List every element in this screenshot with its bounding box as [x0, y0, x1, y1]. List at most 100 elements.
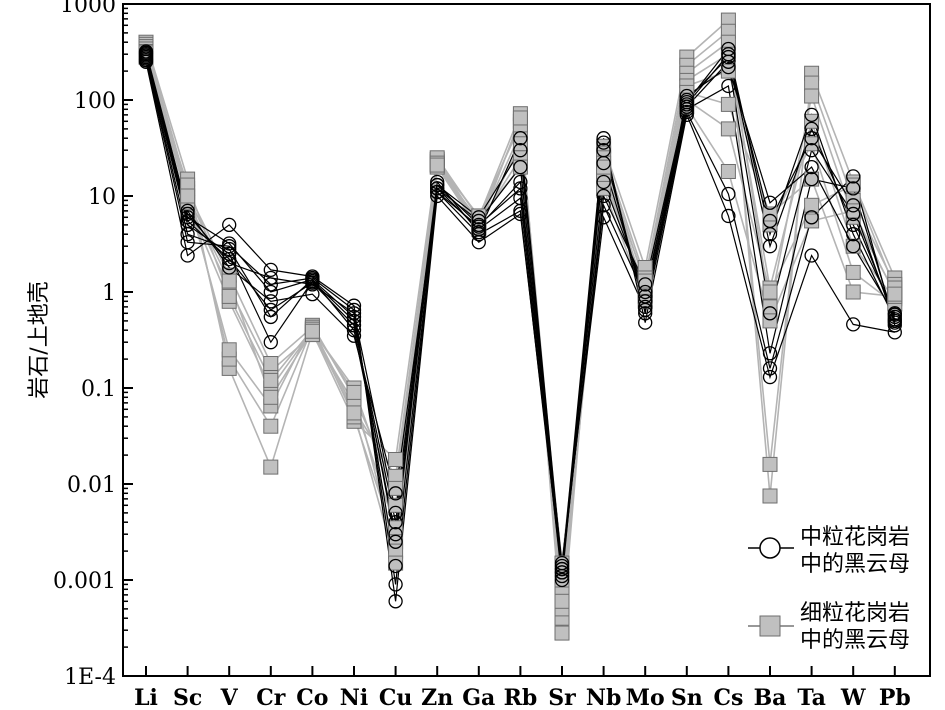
medium-point-ni — [346, 328, 362, 343]
medium-point-ni — [346, 313, 362, 329]
medium-point-w — [846, 181, 861, 196]
medium-point-cu — [388, 577, 403, 592]
medium-point-ba — [762, 195, 778, 210]
fine-point-ba — [762, 284, 778, 300]
medium-point-cu — [388, 505, 403, 521]
medium-point-cu — [388, 486, 403, 501]
medium-point-w — [846, 198, 861, 213]
medium-point-cr — [263, 335, 278, 350]
x-tick-label-w: W — [840, 685, 866, 710]
medium-point-rb — [513, 174, 528, 190]
fine-point-sr — [554, 625, 570, 641]
medium-point-cu — [388, 594, 403, 609]
fine-point-v — [221, 342, 237, 358]
medium-point-cu — [388, 558, 403, 574]
x-tick-label-cr: Cr — [256, 685, 286, 710]
medium-point-ta — [804, 131, 819, 146]
fine-point-cr — [263, 418, 279, 434]
medium-point-cr — [263, 262, 278, 278]
fine-point-co — [304, 323, 320, 339]
fine-point-cs — [720, 96, 736, 112]
medium-point-ba — [762, 346, 778, 361]
medium-point-nb — [596, 135, 611, 150]
fine-point-ni — [346, 405, 362, 421]
medium-point-zn — [430, 188, 445, 204]
fine-point-rb — [512, 110, 528, 126]
medium-point-ba — [762, 239, 778, 254]
fine-point-w — [845, 203, 861, 219]
x-tick-label-zn: Zn — [421, 685, 453, 710]
y-tick-label: 10 — [88, 185, 116, 210]
y-axis-label: 岩石/上地壳 — [27, 281, 52, 398]
medium-point-sc — [180, 235, 195, 250]
x-tick-label-pb: Pb — [879, 685, 911, 710]
medium-point-sr — [554, 572, 570, 588]
medium-point-cr — [263, 309, 278, 325]
medium-point-pb — [887, 312, 902, 327]
fine-point-ni — [346, 384, 362, 400]
fine-point-ba — [762, 313, 778, 329]
medium-point-mo — [638, 294, 653, 309]
x-tick-label-ni: Ni — [340, 685, 368, 710]
medium-point-sc — [180, 210, 195, 225]
medium-point-pb — [887, 315, 902, 330]
medium-point-w — [846, 227, 861, 242]
fine-point-ta — [804, 213, 820, 229]
medium-point-cs — [721, 49, 736, 65]
x-tick-label-cs: Cs — [713, 685, 743, 710]
medium-point-sr — [554, 561, 570, 577]
medium-point-v — [222, 241, 237, 257]
y-tick-label: 1 — [102, 281, 116, 306]
fine-point-v — [221, 273, 237, 289]
medium-point-sc — [180, 217, 195, 233]
fine-point-w — [845, 284, 861, 300]
fine-point-zn — [429, 157, 445, 173]
x-tick-label-rb: Rb — [504, 685, 538, 710]
fine-point-cr — [263, 355, 279, 371]
medium-point-v — [222, 217, 237, 233]
medium-point-rb — [513, 190, 528, 206]
medium-point-ba — [762, 369, 778, 385]
medium-point-nb — [596, 155, 611, 171]
medium-point-rb — [513, 159, 528, 175]
medium-point-rb — [513, 206, 528, 222]
medium-point-ni — [346, 298, 362, 313]
medium-point-cs — [721, 78, 736, 94]
medium-point-ga — [471, 213, 486, 229]
fine-point-cs — [720, 121, 736, 137]
medium-point-w — [846, 239, 861, 254]
medium-point-cr — [263, 284, 278, 300]
medium-point-ga — [471, 210, 486, 225]
fine-point-nb — [596, 159, 612, 175]
plot-frame — [122, 3, 931, 677]
medium-point-co — [305, 286, 320, 302]
medium-point-zn — [430, 177, 445, 193]
medium-point-sn — [679, 92, 694, 108]
fine-point-ta — [804, 197, 820, 213]
medium-point-mo — [638, 306, 653, 321]
legend-fine-label-1: 细粒花岗岩 — [800, 601, 910, 626]
x-tick-label-ba: Ba — [754, 685, 787, 710]
medium-point-ta — [804, 248, 819, 263]
x-axis-ticks: Li Sc V Cr Co Ni Cu Zn Ga Rb Sr Nb Mo Sn Cs Ba Ta W Pb — [134, 666, 911, 710]
medium-point-cr — [263, 270, 278, 286]
fine-point-cu — [388, 497, 404, 513]
medium-point-ga — [471, 225, 486, 240]
medium-point-ba — [762, 361, 778, 376]
medium-point-mo — [638, 302, 653, 318]
medium-point-cu — [388, 534, 403, 549]
x-tick-label-ga: Ga — [462, 685, 495, 710]
medium-point-ta — [804, 121, 819, 137]
legend-fine-label-2: 中的黑云母 — [800, 628, 910, 653]
medium-point-ni — [346, 323, 362, 338]
medium-point-cu — [388, 527, 403, 542]
fine-point-ta — [804, 88, 820, 104]
x-tick-label-sc: Sc — [173, 685, 202, 710]
medium-point-ni — [346, 318, 362, 333]
y-tick-label: 0.001 — [53, 569, 116, 594]
medium-point-sc — [180, 213, 195, 229]
legend-fine-marker — [759, 615, 781, 637]
fine-point-cu — [388, 451, 404, 467]
medium-point-cr — [263, 294, 278, 309]
